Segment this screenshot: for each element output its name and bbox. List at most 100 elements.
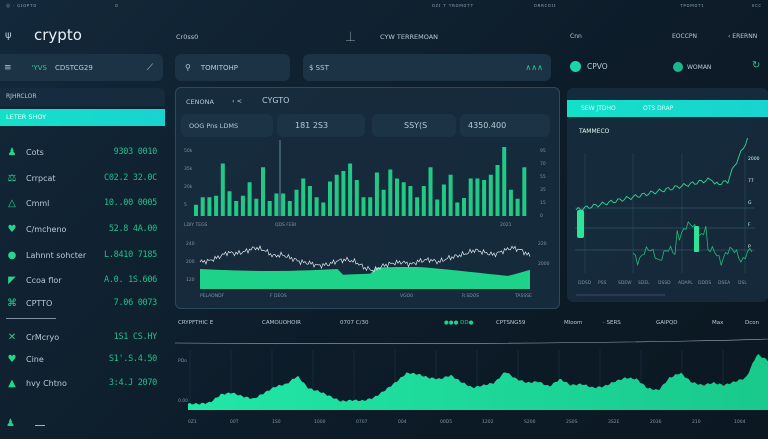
x-tick-label: 0707 (356, 419, 368, 425)
candle (577, 210, 584, 238)
topbar-item[interactable]: ᴅ (115, 3, 119, 9)
category-filter[interactable]: ≡ 'YVS CDSTCG29 ⟋ (0, 54, 163, 81)
nav-item[interactable]: Cnn (570, 33, 582, 40)
volume-bar (194, 204, 199, 216)
nav-item[interactable]: Cr0ss0 (176, 33, 199, 41)
x-tick-label: 2021 (500, 222, 512, 228)
topbar-item[interactable]: ᴛᴘᴏᴍᴏᴛɪ (680, 3, 704, 9)
volume-bar (334, 174, 339, 216)
market-filter[interactable]: GAIPQD (656, 320, 678, 326)
sidebar-item[interactable]: △ Cmml 10..00 0005 (0, 193, 165, 213)
sidebar-item-label: Cmml (26, 198, 50, 208)
volume-bar (361, 197, 366, 216)
y-tick-label: 200 (186, 259, 195, 265)
volume-bar (415, 197, 420, 216)
volume-bar (254, 198, 259, 216)
market-filter[interactable]: ●●● DD● (444, 320, 474, 326)
market-filter[interactable]: Max (712, 320, 724, 326)
nav-item[interactable]: EOCCPN (672, 33, 697, 40)
sparkline-icon: ∧∧∧ (525, 63, 543, 72)
x-tick-label: DDSD (578, 280, 592, 286)
refresh-icon[interactable]: ↻ (752, 60, 761, 71)
logo[interactable]: crypto (34, 26, 82, 44)
sidebar-footer-icon[interactable]: ♟ (6, 418, 15, 429)
topbar-item[interactable]: ᴅᴢɪ ᴛ ᴛʀᴏᴍᴏᴛᴛ (432, 3, 474, 9)
x-tick-label: ADAPL (678, 280, 693, 286)
search-box[interactable]: ⚲ TOMITOHP (175, 54, 290, 81)
trend-title: TAMMECO (579, 128, 610, 135)
menu-icon[interactable]: ψ (5, 30, 12, 41)
trend-curve (174, 338, 768, 344)
nav-item[interactable]: CYW TERREMOAN (380, 33, 439, 41)
trend-line (632, 221, 753, 267)
topbar-item[interactable]: ◎ · ɢɪᴏᴘᴛᴏ (6, 3, 37, 9)
y-tick-label: 77 (748, 178, 754, 184)
y-tick-label: 35 (540, 187, 546, 193)
x-tick-label: 00D5 (440, 419, 452, 425)
sidebar-item-label: hvy Chtno (26, 378, 67, 388)
y-tick-label: F (748, 222, 751, 228)
sidebar-item[interactable]: ◤ Ccoa flor A.0. 1S.606 (0, 270, 165, 290)
sidebar-item-value: 52.8 4A.00 (108, 224, 157, 234)
market-filter[interactable]: Mloom (564, 320, 583, 326)
sidebar-item-value: 3:4.J 2070 (108, 378, 157, 388)
stat-card[interactable]: OOG Pns LDMS (181, 114, 273, 137)
market-filter[interactable]: Dcon (745, 320, 760, 326)
sidebar-item-label: CPTTO (26, 298, 53, 308)
market-filter[interactable]: CPTSNG59 (496, 320, 526, 326)
volume-bar (214, 195, 219, 216)
stat-card[interactable]: SSY(S (372, 114, 456, 137)
market-filter[interactable]: 0707 C/30 (340, 320, 369, 326)
x-tick-label: PELAONDF (200, 293, 225, 299)
coin-icon: ⚖ (7, 172, 17, 184)
x-tick-label: DSEA (718, 280, 731, 286)
panel-subtitle: CYGTO (262, 96, 290, 105)
y-tick-label: 70 (540, 161, 546, 167)
volume-bar (462, 198, 467, 216)
x-tick-label: 1000 (314, 419, 326, 425)
volume-bar (448, 174, 453, 216)
x-tick-label: 00T (230, 419, 239, 425)
volume-area (200, 267, 530, 289)
stat-card[interactable]: 4350.400 (460, 114, 550, 137)
stat-value: 181 2S3 (295, 121, 329, 130)
sidebar-item[interactable]: ✕ CrMcryo 1S1 CS.HY (0, 327, 165, 347)
topbar-item[interactable]: ᴅʀʀᴄᴏɪɪ (534, 3, 557, 9)
sidebar-item-value: L.8410 7185 (104, 250, 157, 260)
toggle-dot-icon (673, 62, 683, 72)
y-tick-label: P (748, 244, 751, 250)
sidebar-item-label: Ccoa flor (26, 275, 62, 285)
y-tick-label: 2000 (538, 261, 550, 267)
volume-bar (281, 193, 286, 216)
toggle-cpvo[interactable]: CPVO (570, 61, 608, 72)
market-filter[interactable]: · SERS (603, 320, 621, 326)
divider (6, 318, 56, 319)
x-tick-label: F DEOS (270, 293, 287, 299)
topbar-item[interactable]: ᴇᴄᴄ (752, 3, 762, 9)
divider (35, 425, 45, 426)
sidebar-item[interactable]: ▲ hvy Chtno 3:4.J 2070 (0, 373, 165, 393)
sidebar-item[interactable]: ● Lahnnt sohcter L.8410 7185 (0, 245, 165, 265)
tab-trend[interactable]: SEW JTDHO (581, 105, 616, 112)
tab-chart[interactable]: OTS DRAP (643, 105, 674, 112)
sidebar-item[interactable]: ⌘ CPTTO 7.06 0073 (0, 293, 165, 313)
volume-bar (220, 163, 225, 216)
stat-card[interactable]: 181 2S3 (277, 114, 365, 137)
toggle-dot-icon (570, 61, 581, 72)
sidebar-item[interactable]: ♥ C/mcheno 52.8 4A.00 (0, 219, 165, 239)
sidebar-item[interactable]: ♥ Cine S1'.S.4.50 (0, 349, 165, 369)
x-tick-label: 1202 (482, 419, 494, 425)
sidebar-item[interactable]: ♟ Cots 9303 0010 (0, 142, 165, 162)
market-filter[interactable]: CAMOUOHOIR (262, 320, 301, 326)
hamburger-icon[interactable]: ≡ (4, 62, 12, 73)
volume-bar (287, 201, 292, 216)
toggle-woman[interactable]: WOMAN (673, 62, 711, 72)
price-input[interactable]: $ SST ∧∧∧ (303, 54, 551, 81)
sidebar-active-item[interactable]: LETER SHOY (0, 109, 165, 126)
volume-bar (408, 186, 413, 216)
nav-item[interactable]: ‹ ERERNN (728, 33, 758, 40)
sidebar-item[interactable]: ⚖ Crrpcat C02.2 32.0C (0, 168, 165, 188)
market-filter[interactable]: CRYPFTHIC E (178, 320, 214, 326)
chart-icon[interactable]: ⏊ (346, 33, 356, 43)
sidebar-item-value: S1'.S.4.50 (108, 354, 157, 364)
